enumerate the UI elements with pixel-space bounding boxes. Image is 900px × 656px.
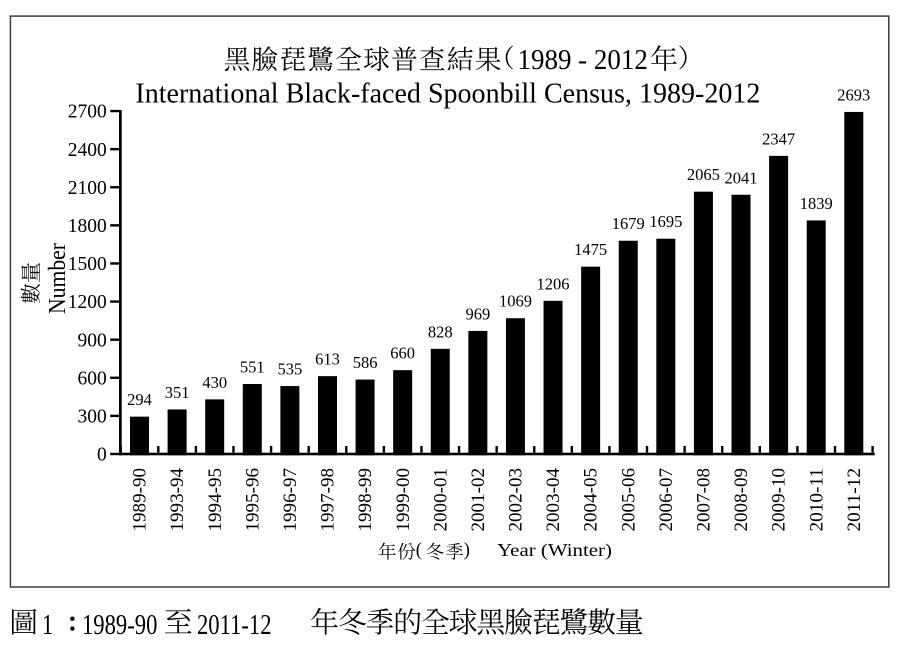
svg-text:1500: 1500 xyxy=(68,254,107,275)
svg-text:2011-12: 2011-12 xyxy=(197,609,272,641)
svg-text:2005-06: 2005-06 xyxy=(619,468,639,532)
svg-text:2693: 2693 xyxy=(837,85,870,104)
svg-text:1993-94: 1993-94 xyxy=(168,468,188,532)
svg-text:1994-95: 1994-95 xyxy=(206,468,226,532)
svg-text:600: 600 xyxy=(78,368,107,389)
svg-text:2347: 2347 xyxy=(762,129,795,148)
svg-text:1069: 1069 xyxy=(499,292,532,311)
svg-text:1999-00: 1999-00 xyxy=(394,468,414,532)
svg-text:1206: 1206 xyxy=(537,274,570,293)
svg-text:2008-09: 2008-09 xyxy=(732,468,752,532)
svg-text:2006-07: 2006-07 xyxy=(657,468,677,532)
svg-text:): ) xyxy=(464,541,470,561)
svg-text:294: 294 xyxy=(127,390,152,409)
svg-text:1475: 1475 xyxy=(574,240,607,259)
svg-text:2100: 2100 xyxy=(68,178,107,199)
svg-text:300: 300 xyxy=(78,406,107,427)
svg-text:International Black-faced Spoo: International Black-faced Spoonbill Cens… xyxy=(135,77,760,109)
svg-text:2003-04: 2003-04 xyxy=(544,468,564,532)
svg-text:1800: 1800 xyxy=(68,216,107,237)
svg-text:Number: Number xyxy=(45,243,71,314)
svg-text:1996-97: 1996-97 xyxy=(281,468,301,532)
svg-text:1839: 1839 xyxy=(800,194,833,213)
svg-text:828: 828 xyxy=(428,322,453,341)
svg-text:613: 613 xyxy=(315,350,340,369)
svg-text:2001-02: 2001-02 xyxy=(469,468,489,532)
svg-text:900: 900 xyxy=(78,330,107,351)
svg-text:2009-10: 2009-10 xyxy=(770,468,790,532)
svg-text:1989 - 2012: 1989 - 2012 xyxy=(518,44,648,76)
svg-text:2700: 2700 xyxy=(68,102,107,123)
svg-text:1997-98: 1997-98 xyxy=(319,468,339,532)
svg-text:2041: 2041 xyxy=(725,168,758,187)
svg-text:535: 535 xyxy=(278,360,303,379)
svg-text:1695: 1695 xyxy=(649,212,682,231)
svg-text:2400: 2400 xyxy=(68,140,107,161)
svg-text:1679: 1679 xyxy=(612,214,645,233)
svg-text:1998-99: 1998-99 xyxy=(356,468,376,532)
svg-text:1: 1 xyxy=(42,609,53,641)
svg-text:660: 660 xyxy=(390,344,415,363)
svg-text:1989-90: 1989-90 xyxy=(131,468,151,532)
svg-text:(: ( xyxy=(416,541,422,561)
svg-text:586: 586 xyxy=(353,353,378,372)
svg-text:0: 0 xyxy=(97,445,107,466)
svg-text:2002-03: 2002-03 xyxy=(507,468,527,532)
svg-text:969: 969 xyxy=(465,304,490,323)
svg-text:Year (Winter): Year (Winter) xyxy=(497,540,612,561)
svg-text:430: 430 xyxy=(202,373,227,392)
svg-text:351: 351 xyxy=(165,383,190,402)
svg-text:2004-05: 2004-05 xyxy=(582,468,602,532)
svg-text:2007-08: 2007-08 xyxy=(695,468,715,532)
svg-text:1200: 1200 xyxy=(68,292,107,313)
svg-text:1995-96: 1995-96 xyxy=(243,468,263,532)
svg-text:2011-12: 2011-12 xyxy=(845,468,865,532)
svg-text:2065: 2065 xyxy=(687,165,720,184)
svg-text:2000-01: 2000-01 xyxy=(431,468,451,532)
svg-text:2010-11: 2010-11 xyxy=(807,468,827,532)
svg-text:1989-90: 1989-90 xyxy=(82,609,157,641)
svg-text:551: 551 xyxy=(240,358,265,377)
